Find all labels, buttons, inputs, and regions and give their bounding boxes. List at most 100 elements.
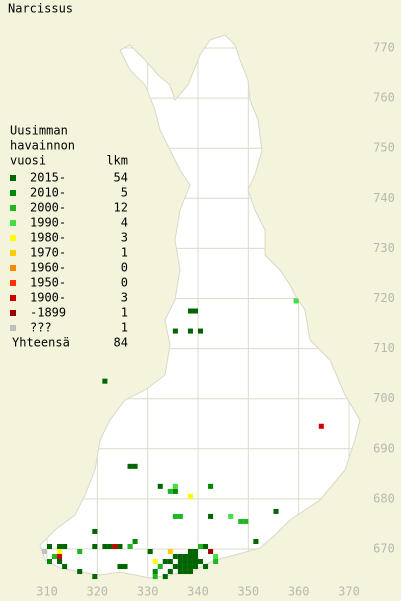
legend-count: 1 xyxy=(121,306,128,320)
observation-square xyxy=(293,298,299,304)
legend-label: 2000- xyxy=(30,201,66,215)
legend-title: vuosi xyxy=(10,154,46,168)
legend-swatch xyxy=(10,250,16,256)
legend-count: 1 xyxy=(121,321,128,335)
observation-square xyxy=(187,549,193,555)
legend-swatch xyxy=(10,280,16,286)
legend-count: 0 xyxy=(121,276,128,290)
observation-square xyxy=(157,564,163,570)
legend-swatch xyxy=(10,205,16,211)
observation-square xyxy=(117,543,123,549)
legend-label: -1899 xyxy=(30,306,66,320)
observation-square xyxy=(127,543,133,549)
count-header: lkm xyxy=(106,154,128,168)
observation-square xyxy=(167,488,173,494)
legend-label: 1970- xyxy=(30,246,66,260)
y-tick-label: 670 xyxy=(373,542,395,556)
observation-square xyxy=(57,559,63,565)
observation-square xyxy=(92,574,98,580)
legend-swatch xyxy=(10,310,16,316)
total-label: Yhteensä xyxy=(12,336,70,350)
observation-square xyxy=(167,549,173,555)
observation-square xyxy=(177,554,183,560)
observation-square xyxy=(162,559,168,565)
observation-square xyxy=(172,564,178,570)
observation-square xyxy=(187,493,193,499)
legend-swatch xyxy=(10,175,16,181)
legend-count: 1 xyxy=(121,246,128,260)
observation-square xyxy=(41,549,47,555)
observation-square xyxy=(132,538,138,544)
y-tick-label: 760 xyxy=(373,91,395,105)
observation-square xyxy=(47,559,53,565)
observation-square xyxy=(112,543,118,549)
observation-square xyxy=(157,483,163,489)
observation-square xyxy=(162,574,168,580)
observation-square xyxy=(198,328,204,334)
observation-square xyxy=(208,549,214,555)
observation-square xyxy=(177,569,183,575)
observation-square xyxy=(187,308,193,314)
legend-title: havainnon xyxy=(10,139,75,153)
observation-square xyxy=(192,559,198,565)
observation-square xyxy=(172,513,178,519)
legend-label: 2015- xyxy=(30,171,66,185)
x-tick-label: 340 xyxy=(187,585,209,599)
legend-count: 12 xyxy=(114,201,128,215)
observation-square xyxy=(253,538,259,544)
observation-square xyxy=(102,543,108,549)
observation-square xyxy=(187,559,193,565)
observation-square xyxy=(192,308,198,314)
x-tick-label: 330 xyxy=(137,585,159,599)
observation-square xyxy=(318,423,324,429)
observation-square xyxy=(203,564,209,570)
legend-swatch xyxy=(10,220,16,226)
observation-square xyxy=(172,488,178,494)
legend-swatch xyxy=(10,235,16,241)
observation-square xyxy=(192,554,198,560)
y-tick-label: 720 xyxy=(373,291,395,305)
observation-square xyxy=(102,378,108,384)
observation-square xyxy=(208,483,214,489)
y-tick-label: 700 xyxy=(373,391,395,405)
observation-square xyxy=(177,513,183,519)
y-tick-label: 750 xyxy=(373,141,395,155)
observation-square xyxy=(172,483,178,489)
observation-square xyxy=(57,554,63,560)
observation-square xyxy=(117,564,123,570)
y-tick-label: 690 xyxy=(373,441,395,455)
observation-square xyxy=(92,528,98,534)
observation-square xyxy=(228,513,234,519)
observation-square xyxy=(147,549,153,555)
observation-square xyxy=(172,554,178,560)
observation-square xyxy=(62,543,68,549)
observation-square xyxy=(187,328,193,334)
observation-square xyxy=(187,564,193,570)
observation-square xyxy=(198,559,204,565)
y-tick-label: 770 xyxy=(373,41,395,55)
observation-square xyxy=(177,564,183,570)
legend-count: 0 xyxy=(121,261,128,275)
x-tick-label: 370 xyxy=(338,585,360,599)
legend-label: 1950- xyxy=(30,276,66,290)
legend-swatch xyxy=(10,325,16,331)
observation-square xyxy=(172,328,178,334)
x-tick-label: 320 xyxy=(86,585,108,599)
observation-square xyxy=(182,564,188,570)
legend-count: 54 xyxy=(114,171,128,185)
observation-square xyxy=(167,559,173,565)
observation-square xyxy=(187,554,193,560)
y-tick-label: 730 xyxy=(373,241,395,255)
x-tick-label: 350 xyxy=(237,585,259,599)
legend-label: ??? xyxy=(30,321,52,335)
observation-square xyxy=(213,559,219,565)
observations xyxy=(41,298,324,580)
legend-title: Uusimman xyxy=(10,124,68,138)
observation-square xyxy=(62,564,68,570)
total-value: 84 xyxy=(114,336,128,350)
legend-label: 2010- xyxy=(30,186,66,200)
observation-square xyxy=(192,549,198,555)
legend-label: 1990- xyxy=(30,216,66,230)
observation-square xyxy=(182,559,188,565)
